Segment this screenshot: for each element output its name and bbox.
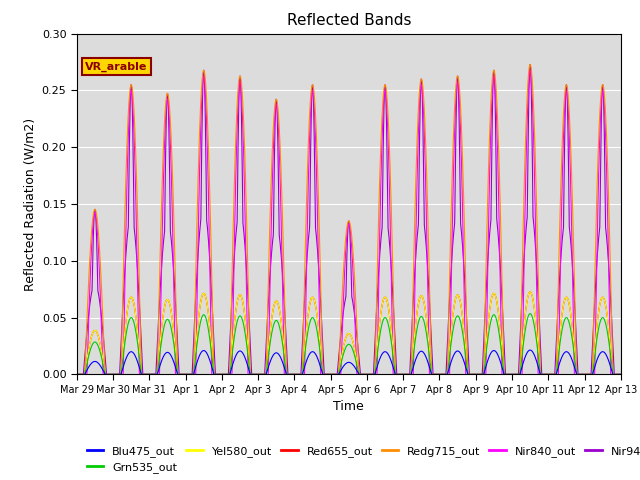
Grn535_out [526,311,534,316]
Line: Grn535_out: Grn535_out [77,313,621,374]
Blu475_out [282,368,289,374]
Grn535_out [167,325,175,331]
Line: Blu475_out: Blu475_out [77,350,621,374]
X-axis label: Time: Time [333,400,364,413]
Redg715_out [73,372,81,377]
Nir945_out [548,372,556,377]
Title: Reflected Bands: Reflected Bands [287,13,411,28]
Red655_out [607,342,614,348]
Red655_out [526,289,534,295]
Nir840_out [526,68,534,73]
Nir945_out [607,289,614,295]
Blu475_out [73,372,81,377]
Nir840_out [135,352,143,358]
Grn535_out [607,350,614,356]
Blu475_out [135,363,143,369]
Nir945_out [526,61,534,67]
Redg715_out [135,262,143,267]
Blu475_out [526,347,534,353]
Yel580_out [617,372,625,377]
Grn535_out [617,372,625,377]
Nir945_out [282,322,289,328]
Nir945_out [305,230,313,236]
Line: Nir945_out: Nir945_out [77,64,621,374]
Line: Redg715_out: Redg715_out [77,64,621,374]
Yel580_out [305,306,313,312]
Blu475_out [167,353,175,359]
Yel580_out [73,372,81,377]
Nir945_out [617,372,625,377]
Red655_out [305,306,313,312]
Nir945_out [73,372,81,377]
Blu475_out [607,363,614,369]
Grn535_out [282,363,289,369]
Redg715_out [617,372,625,377]
Nir840_out [282,372,289,377]
Line: Red655_out: Red655_out [77,292,621,374]
Red655_out [282,360,289,366]
Red655_out [617,372,625,377]
Text: VR_arable: VR_arable [85,61,147,72]
Blu475_out [617,372,625,377]
Grn535_out [548,372,556,377]
Yel580_out [607,342,614,348]
Y-axis label: Reflected Radiation (W/m2): Reflected Radiation (W/m2) [23,118,36,290]
Nir840_out [305,154,313,160]
Nir945_out [135,290,143,296]
Grn535_out [73,372,81,377]
Nir840_out [548,372,556,377]
Blu475_out [548,372,556,377]
Yel580_out [526,289,534,295]
Yel580_out [135,342,143,348]
Grn535_out [135,350,143,356]
Redg715_out [282,328,289,334]
Grn535_out [305,323,313,329]
Nir840_out [73,372,81,377]
Nir945_out [167,236,175,241]
Yel580_out [282,360,289,366]
Red655_out [73,372,81,377]
Red655_out [548,372,556,377]
Nir840_out [617,372,625,377]
Line: Nir840_out: Nir840_out [77,71,621,374]
Nir840_out [167,165,175,170]
Blu475_out [305,352,313,358]
Redg715_out [548,372,556,377]
Redg715_out [607,261,614,266]
Red655_out [135,342,143,348]
Yel580_out [167,308,175,314]
Redg715_out [167,134,175,140]
Line: Yel580_out: Yel580_out [77,292,621,374]
Redg715_out [526,61,534,67]
Redg715_out [305,124,313,130]
Red655_out [167,308,175,314]
Nir840_out [607,351,614,357]
Yel580_out [548,372,556,377]
Legend: Blu475_out, Grn535_out, Yel580_out, Red655_out, Redg715_out, Nir840_out, Nir945_: Blu475_out, Grn535_out, Yel580_out, Red6… [83,441,640,478]
